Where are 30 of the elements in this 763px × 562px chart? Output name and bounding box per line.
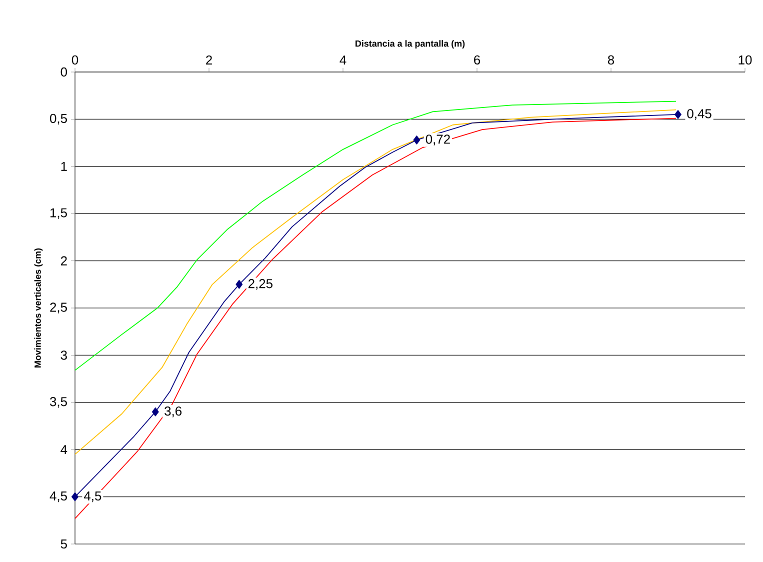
point	[152, 407, 159, 416]
data-label: 0,72	[426, 134, 450, 146]
x-tick-label: 8	[608, 55, 614, 64]
point	[72, 492, 78, 502]
data-label: 4,5	[84, 492, 102, 502]
x-tick-label: 4	[340, 56, 346, 64]
y-tick-label: 1	[61, 162, 67, 171]
y-axis-title: Movimientos verticales (cm)	[34, 248, 43, 368]
data-label: 2,25	[248, 279, 272, 290]
y-tick-label: 2,5	[50, 302, 67, 314]
y-tick-label: 0	[60, 67, 67, 77]
x-tick-label: 6	[474, 55, 480, 64]
point	[674, 110, 682, 119]
y-tick-label: 4	[60, 445, 68, 454]
y-tick-label: 0,5	[50, 114, 67, 125]
x-tick-label: 10	[738, 55, 752, 64]
x-axis-title: Distancia a la pantalla (m)	[356, 40, 465, 48]
y-tick-label: 4,5	[50, 492, 67, 502]
y-tick-label: 5	[60, 539, 67, 549]
point	[236, 280, 243, 289]
data-label: 0,45	[687, 109, 712, 120]
y-tick-label: 3,5	[50, 397, 67, 408]
line-series	[74, 100, 676, 371]
x-tick-label: 2	[206, 55, 212, 64]
x-tick-label: 0	[72, 55, 78, 64]
y-tick-label: 3	[60, 350, 67, 360]
data-label: 3,6	[164, 406, 182, 418]
point	[413, 136, 420, 144]
y-tick-label: 1,5	[50, 208, 67, 219]
y-tick-label: 2	[60, 256, 67, 266]
